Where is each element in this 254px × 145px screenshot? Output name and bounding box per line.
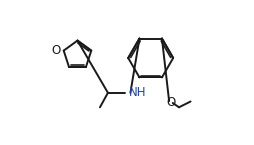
Text: O: O	[52, 44, 61, 57]
Text: O: O	[166, 96, 175, 109]
Text: NH: NH	[129, 86, 146, 99]
